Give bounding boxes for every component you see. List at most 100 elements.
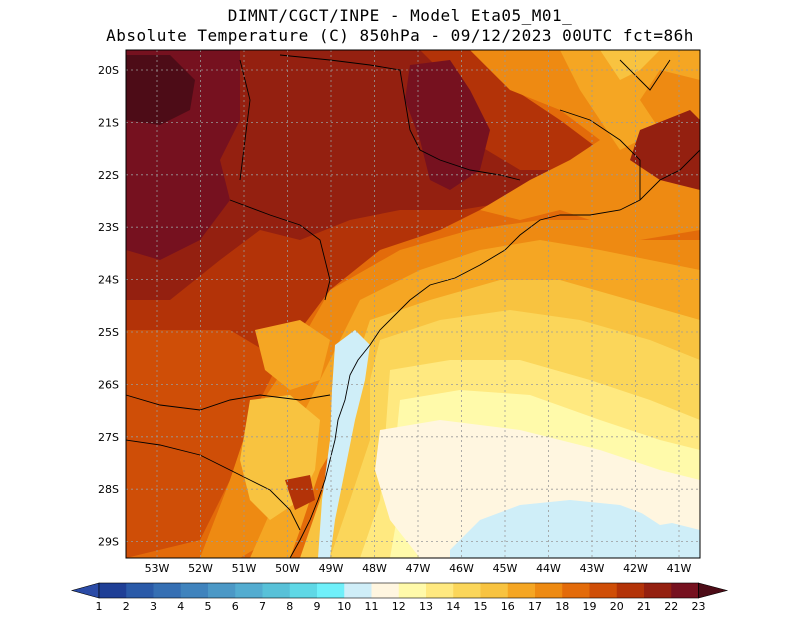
lon-label: 49W (319, 562, 344, 575)
temperature-field (126, 50, 700, 558)
colorbar-segment (426, 583, 454, 598)
colorbar-label: 18 (555, 600, 569, 613)
field-ocean-cream-south (640, 495, 690, 525)
lon-label: 41W (667, 562, 692, 575)
lon-label: 44W (536, 562, 561, 575)
lon-label: 53W (145, 562, 170, 575)
colorbar-label: 15 (474, 600, 488, 613)
state-border-sw (126, 439, 301, 531)
colorbar-segment (371, 583, 400, 598)
lon-label: 50W (275, 562, 300, 575)
border-east (619, 59, 671, 91)
colorbar-high-arrow (698, 582, 729, 599)
colorbar-label: 12 (392, 600, 406, 613)
field-ne-red-patch (630, 110, 700, 190)
latitude-labels: 20S 21S 22S 23S 24S 25S 26S 27S 28S 29S (98, 64, 119, 549)
field-northwest-peak (126, 55, 195, 125)
coastline (289, 149, 700, 558)
graticule (126, 50, 700, 558)
colorbar-segment (99, 583, 127, 598)
colorbar-label: 19 (583, 600, 597, 613)
river-west (239, 59, 251, 181)
colorbar-label: 7 (259, 600, 266, 613)
colorbar-segment (317, 583, 345, 598)
lon-label: 45W (493, 562, 518, 575)
colorbar-label: 6 (232, 600, 239, 613)
lat-label: 21S (98, 116, 119, 129)
field-ne-orange (470, 50, 700, 240)
colorbar-segment (235, 583, 263, 598)
state-border-northeast (559, 109, 641, 200)
lat-label: 27S (98, 431, 119, 444)
field-inland-red (285, 475, 315, 510)
colorbar-label: 17 (528, 600, 542, 613)
lat-label: 29S (98, 536, 119, 549)
colorbar-label: 3 (150, 600, 157, 613)
colorbar-low-arrow (70, 582, 100, 599)
lon-label: 52W (188, 562, 213, 575)
colorbar-segment (398, 583, 427, 598)
map-title-line1: DIMNT/CGCT/INPE - Model Eta05_M01_ (227, 6, 573, 25)
longitude-labels: 53W 52W 51W 50W 49W 48W 47W 46W 45W 44W 43W 42W 41W (145, 562, 692, 575)
map-frame (125, 49, 701, 559)
lat-label: 28S (98, 483, 119, 496)
colorbar: 1 2 3 4 5 6 7 8 9 10 11 12 13 14 15 16 17 18 19 20 21 22 23 (70, 582, 729, 613)
colorbar-frame (98, 582, 699, 599)
colorbar-label: 22 (664, 600, 678, 613)
lon-label: 51W (232, 562, 257, 575)
colorbar-segment (289, 583, 318, 598)
colorbar-label: 2 (123, 600, 130, 613)
colorbar-label: 10 (337, 600, 351, 613)
colorbar-label: 8 (286, 600, 293, 613)
field-ne-amber (560, 50, 700, 150)
field-inland-amber (255, 320, 330, 390)
field-north-mid (250, 60, 380, 180)
lon-label: 42W (623, 562, 648, 575)
state-border-mid (229, 199, 331, 301)
colorbar-label: 14 (446, 600, 460, 613)
colorbar-label: 21 (637, 600, 651, 613)
colorbar-segment (507, 583, 536, 598)
colorbar-segment (671, 583, 699, 598)
colorbar-label: 11 (365, 600, 379, 613)
colorbar-label: 23 (692, 600, 706, 613)
colorbar-label: 16 (501, 600, 515, 613)
colorbar-label: 9 (314, 600, 321, 613)
field-ne-gold (600, 50, 660, 80)
colorbar-segment (535, 583, 563, 598)
state-border-south (126, 394, 331, 411)
lat-label: 24S (98, 274, 119, 287)
colorbar-segment (480, 583, 509, 598)
colorbar-label: 13 (419, 600, 433, 613)
lat-label: 22S (98, 169, 119, 182)
lon-label: 43W (580, 562, 605, 575)
lat-label: 23S (98, 221, 119, 234)
map-title-line2: Absolute Temperature (C) 850hPa - 09/12/… (106, 26, 694, 45)
field-north-hot (405, 60, 490, 190)
colorbar-segment (589, 583, 618, 598)
colorbar-segment (453, 583, 481, 598)
colorbar-segment (644, 583, 672, 598)
colorbar-segment (562, 583, 590, 598)
lon-label: 48W (362, 562, 387, 575)
lon-label: 46W (449, 562, 474, 575)
colorbar-segment (262, 583, 291, 598)
lat-label: 26S (98, 378, 119, 391)
colorbar-label: 1 (96, 600, 103, 613)
field-south-west (126, 330, 280, 558)
field-ocean-cool (450, 500, 700, 558)
colorbar-segment (208, 583, 236, 598)
colorbar-segment (616, 583, 645, 598)
colorbar-segment (180, 583, 209, 598)
lat-label: 25S (98, 326, 119, 339)
lon-label: 47W (406, 562, 431, 575)
colorbar-label: 20 (610, 600, 624, 613)
coastline-and-borders (126, 54, 700, 558)
colorbar-label: 5 (205, 600, 212, 613)
colorbar-segment (153, 583, 182, 598)
colorbar-label: 4 (177, 600, 184, 613)
colorbar-segment (126, 583, 154, 598)
lat-label: 20S (98, 64, 119, 77)
state-border-north (279, 54, 521, 181)
